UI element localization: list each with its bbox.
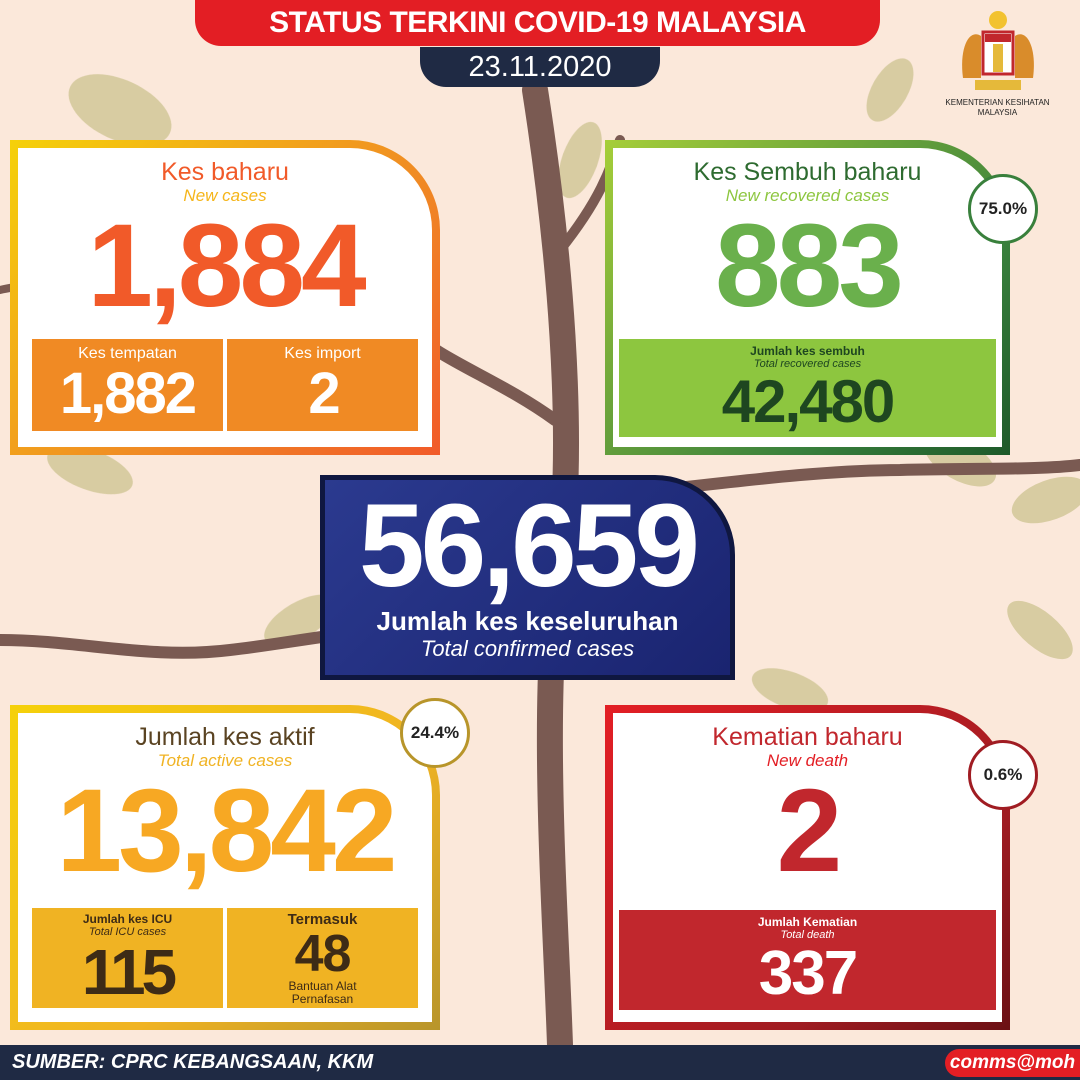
recovered-subtitle: New recovered cases xyxy=(725,186,890,205)
total-death-box: Jumlah Kematian Total death 337 xyxy=(619,910,996,1010)
total-cases-label: Jumlah kes keseluruhan xyxy=(376,606,679,636)
import-cases-label: Kes import xyxy=(284,345,361,362)
active-cases-card: Jumlah kes aktif Total active cases 13,8… xyxy=(10,705,440,1030)
death-title: Kematian baharu xyxy=(712,723,903,751)
total-death-value: 337 xyxy=(758,938,858,1008)
total-recovered-box: Jumlah kes sembuh Total recovered cases … xyxy=(619,339,996,437)
total-death-label: Jumlah Kematian xyxy=(757,914,858,929)
ventilator-box: Termasuk 48 Bantuan Alat Pernafasan xyxy=(227,908,418,1008)
import-cases-value: 2 xyxy=(308,361,340,426)
footer-bar xyxy=(0,1045,1080,1080)
recovered-title: Kes Sembuh baharu xyxy=(693,158,922,186)
recovered-card: Kes Sembuh baharu New recovered cases 88… xyxy=(605,140,1010,455)
death-percent: 0.6% xyxy=(968,740,1038,810)
total-recovered-sublabel: Total recovered cases xyxy=(753,357,862,370)
ministry-name: KEMENTERIAN KESIHATAN MALAYSIA xyxy=(945,98,1050,117)
new-cases-card: Kes baharu New cases 1,884 Kes tempatan … xyxy=(10,140,440,455)
total-death-sublabel: Total death xyxy=(780,928,835,941)
source-footer: SUMBER: CPRC KEBANGSAAN, KKM xyxy=(12,1051,374,1073)
total-recovered-value: 42,480 xyxy=(721,367,896,435)
malaysia-coat-of-arms-icon xyxy=(962,11,1034,90)
ventilator-top-label: Termasuk xyxy=(287,910,358,928)
local-cases-box: Kes tempatan 1,882 xyxy=(32,339,223,431)
death-card: Kematian baharu New death 2 Jumlah Kemat… xyxy=(605,705,1010,1030)
recovered-percent: 75.0% xyxy=(968,174,1038,244)
new-cases-value: 1,884 xyxy=(87,200,366,332)
import-cases-box: Kes import 2 xyxy=(227,339,418,431)
total-cases-card: 56,659 Jumlah kes keseluruhan Total conf… xyxy=(320,475,735,680)
new-cases-subtitle: New cases xyxy=(183,186,267,205)
total-cases-value: 56,659 xyxy=(359,480,700,612)
recovered-value: 883 xyxy=(715,200,904,332)
ventilator-value: 48 xyxy=(294,924,352,983)
active-cases-title: Jumlah kes aktif xyxy=(135,723,315,751)
handle-badge: comms@moh xyxy=(945,1049,1080,1077)
report-date: 23.11.2020 xyxy=(420,47,660,87)
active-cases-subtitle: Total active cases xyxy=(157,751,293,770)
active-percent: 24.4% xyxy=(400,698,470,768)
total-recovered-label: Jumlah kes sembuh xyxy=(750,343,865,358)
icu-sublabel: Total ICU cases xyxy=(88,925,167,938)
page-title: STATUS TERKINI COVID-19 MALAYSIA xyxy=(195,0,880,46)
active-cases-value: 13,842 xyxy=(56,765,398,897)
ventilator-bottom-label: Bantuan Alat Pernafasan xyxy=(288,978,357,1006)
death-value: 2 xyxy=(776,765,843,897)
death-subtitle: New death xyxy=(766,751,849,770)
icu-label: Jumlah kes ICU xyxy=(82,911,173,926)
icu-value: 115 xyxy=(81,935,177,1008)
total-cases-sublabel: Total confirmed cases xyxy=(420,636,635,661)
new-cases-title: Kes baharu xyxy=(161,158,289,186)
local-cases-value: 1,882 xyxy=(59,361,197,426)
icu-box: Jumlah kes ICU Total ICU cases 115 xyxy=(32,908,223,1008)
local-cases-label: Kes tempatan xyxy=(78,345,177,362)
